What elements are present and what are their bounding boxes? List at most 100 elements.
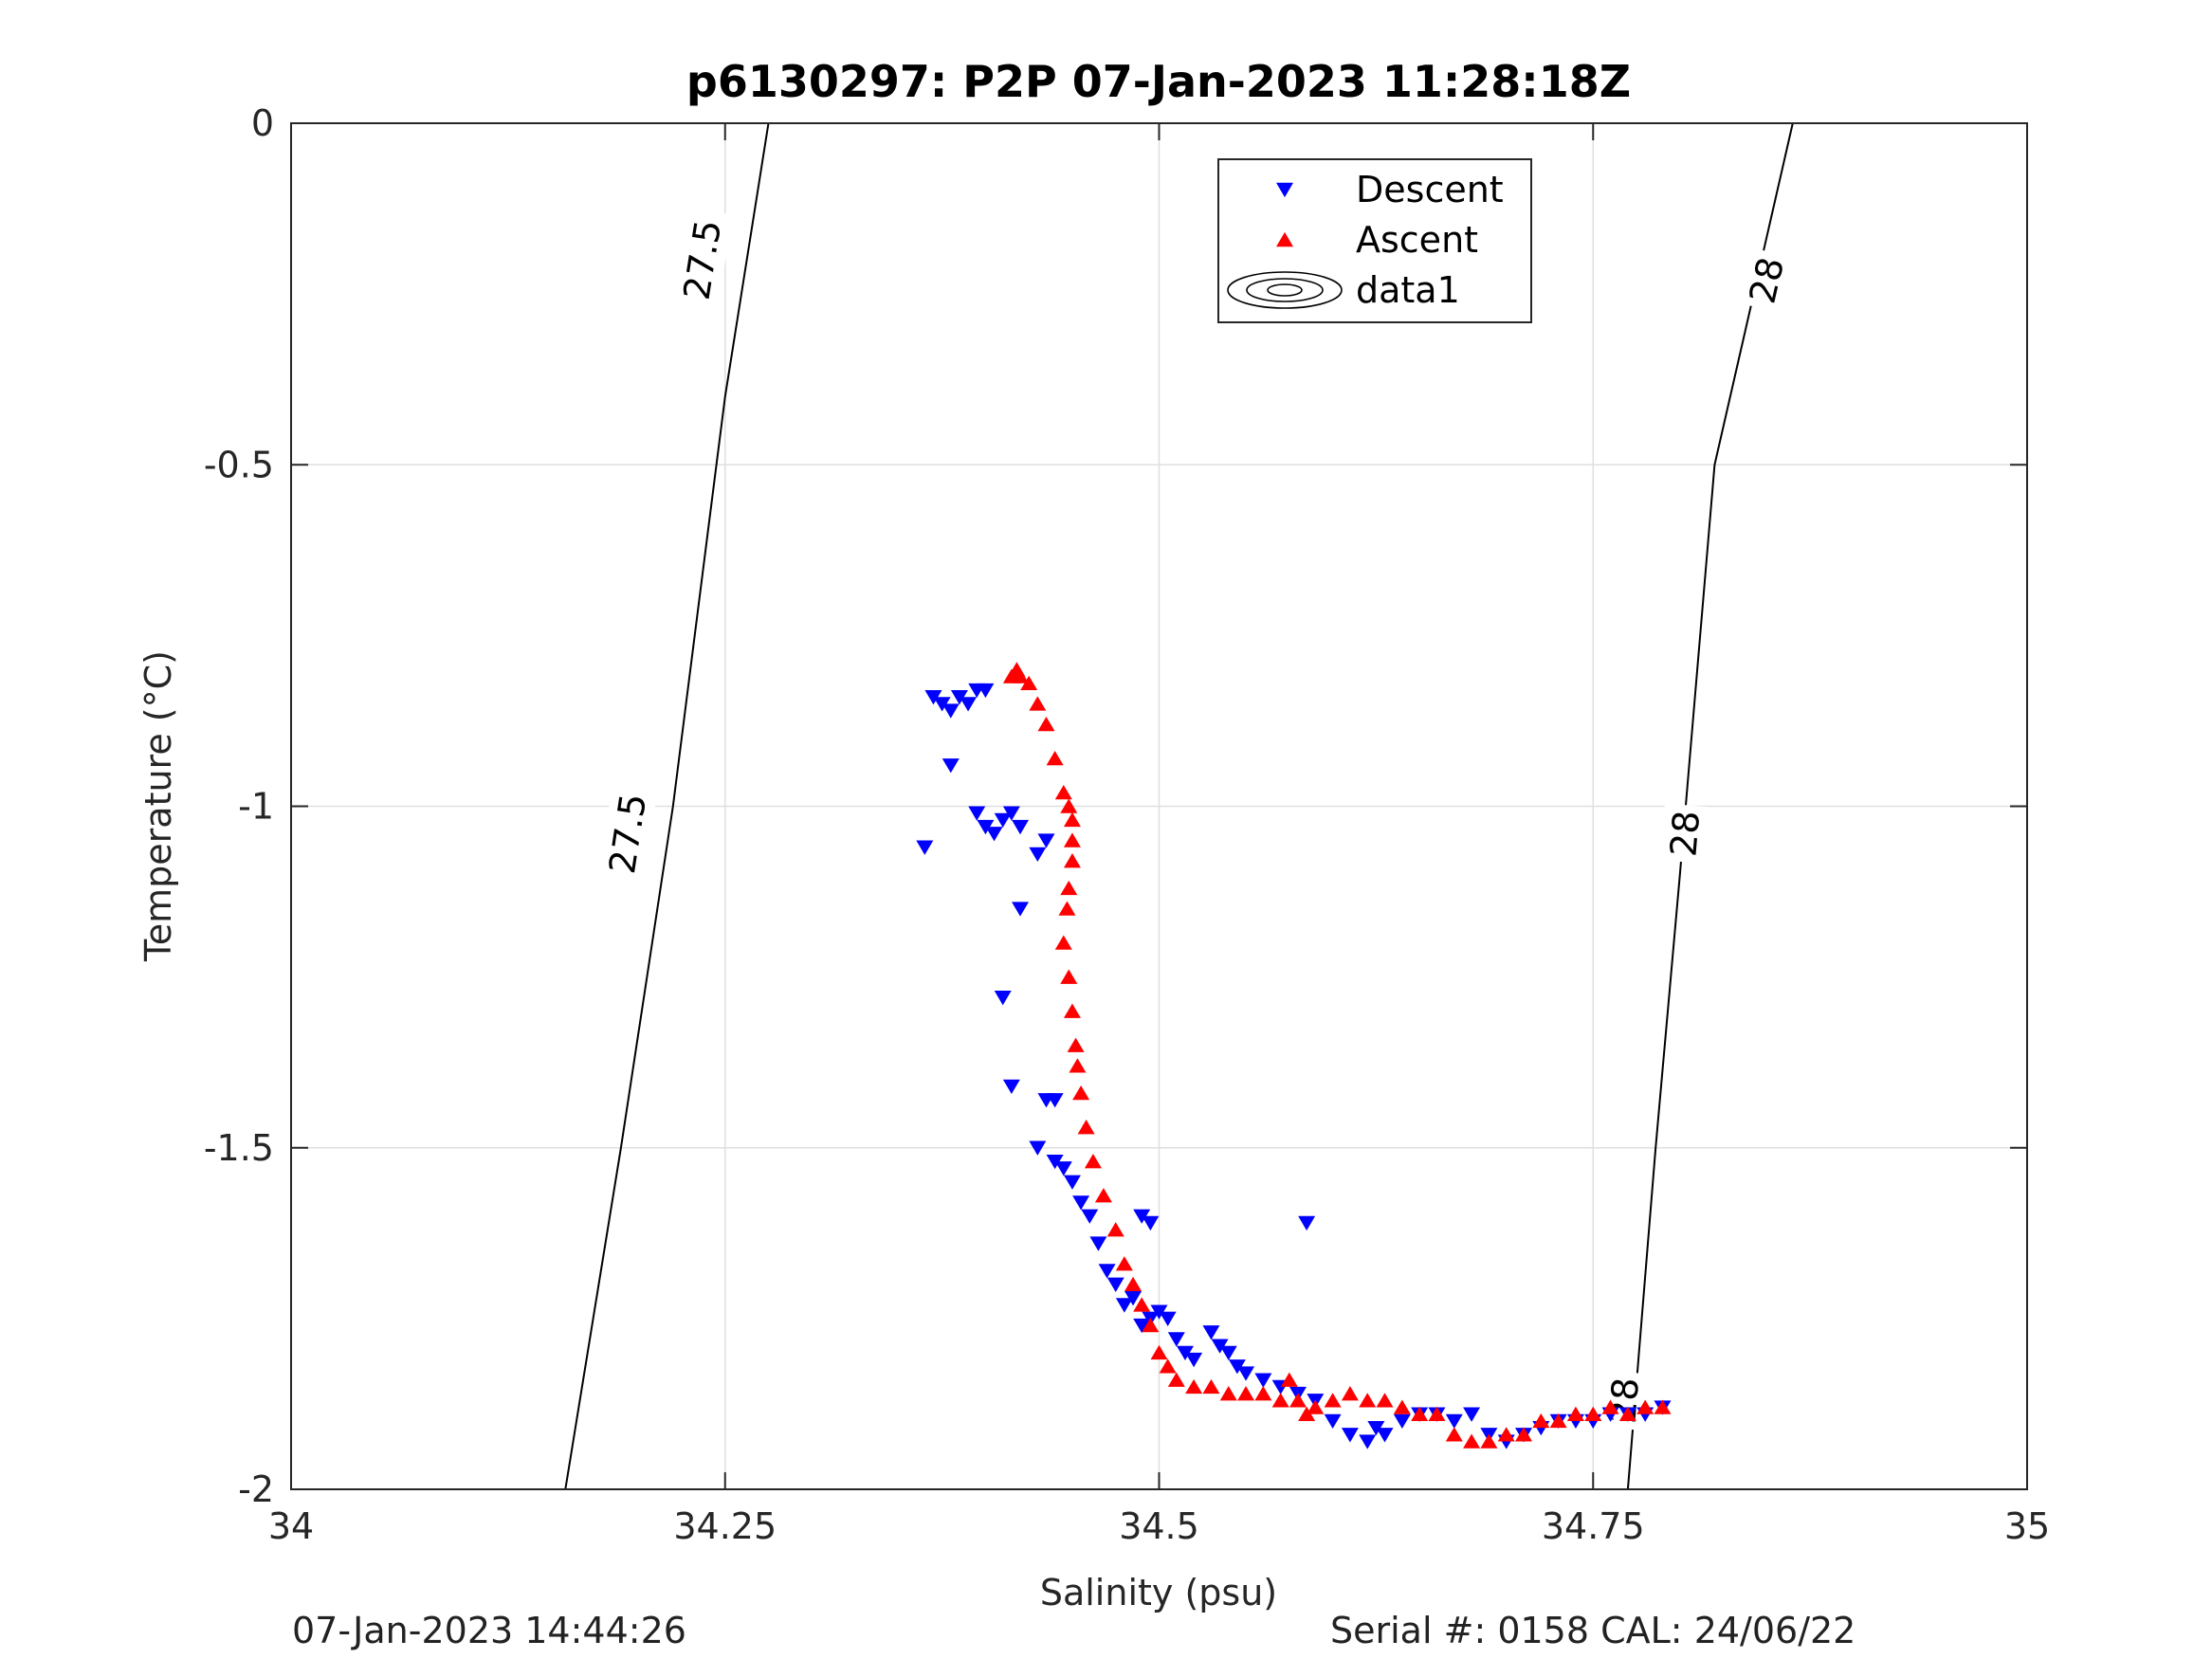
ascent-point (1037, 716, 1055, 732)
contour-label-gap (1738, 247, 1796, 314)
ascent-point (1063, 1003, 1081, 1018)
descent-point (1228, 1359, 1246, 1375)
descent-point (1359, 1434, 1377, 1449)
ascent-point (1307, 1399, 1325, 1414)
descent-point (1063, 1175, 1081, 1190)
y-axis-label: Temperature (°C) (137, 650, 179, 962)
contour-label-gap (597, 781, 658, 886)
x-tick-label: 35 (2004, 1505, 2050, 1547)
ascent-point (1063, 853, 1081, 868)
ascent-point (1054, 935, 1072, 950)
ascent-point (1069, 1058, 1087, 1073)
descent-point (1012, 819, 1030, 835)
ascent-point (1618, 1406, 1636, 1421)
descent-point (1324, 1413, 1342, 1430)
contour-label: 27.5 (672, 207, 733, 313)
ascent-point (1054, 784, 1072, 800)
ascent-point (1063, 811, 1081, 828)
ascent-point (1445, 1427, 1463, 1442)
descent-point (1046, 1154, 1064, 1170)
ascent-point (1324, 1393, 1342, 1408)
ascent-point (1067, 1037, 1085, 1052)
ascent-point (1150, 1344, 1168, 1360)
legend-descent-label: Descent (1356, 169, 1504, 210)
ascent-point (1058, 901, 1076, 916)
ascent-point (1046, 750, 1064, 766)
ascent-point (1029, 696, 1047, 711)
ascent-point (1549, 1413, 1567, 1429)
descent-point (994, 991, 1012, 1006)
descent-point (1254, 1373, 1272, 1388)
ascent-point (1237, 1386, 1255, 1401)
legend-data1-label: data1 (1356, 269, 1460, 311)
descent-point (1054, 1161, 1072, 1176)
x-tick-label: 34.25 (673, 1505, 777, 1547)
descent-point (1393, 1413, 1411, 1430)
y-tick-label: -1 (238, 786, 274, 828)
descent-point (941, 703, 960, 719)
y-tick-label: 0 (251, 102, 274, 144)
descent-point (1167, 1332, 1185, 1347)
ascent-point (1636, 1399, 1654, 1414)
descent-point (1029, 1140, 1047, 1156)
ascent-point (1289, 1393, 1307, 1408)
x-tick-label: 34.5 (1119, 1505, 1199, 1547)
descent-point (916, 840, 934, 855)
y-tick-label: -2 (238, 1468, 274, 1510)
ascent-point (1515, 1427, 1533, 1442)
descent-point (1098, 1264, 1116, 1279)
descent-point (1176, 1345, 1194, 1360)
descent-point (1115, 1298, 1133, 1313)
legend-contour-icon (1267, 283, 1303, 297)
ascent-point (1654, 1399, 1672, 1414)
descent-point (1046, 1093, 1064, 1108)
legend-ascent-marker (1276, 231, 1293, 247)
legend-contour-icon (1246, 278, 1324, 302)
ascent-point (1094, 1188, 1112, 1203)
descent-point (933, 697, 951, 712)
ascent-point (1060, 969, 1078, 984)
ascent-point (1124, 1276, 1143, 1292)
ascent-point (1532, 1413, 1550, 1429)
descent-point (1002, 806, 1020, 821)
descent-point (1237, 1366, 1255, 1381)
ascent-point (1480, 1433, 1498, 1449)
ascent-point (1298, 1406, 1316, 1421)
ascent-point (1584, 1406, 1602, 1421)
ascent-point (1219, 1386, 1237, 1401)
descent-point (950, 690, 968, 705)
descent-point (1367, 1420, 1385, 1436)
grid-lines (291, 123, 2027, 1489)
ascent-point (1063, 832, 1081, 848)
x-tick-label: 34 (268, 1505, 314, 1547)
footer-serial-cal: Serial #: 0158 CAL: 24/06/22 (1330, 1610, 1856, 1651)
contour-line (564, 122, 770, 1490)
descent-point (985, 827, 1003, 842)
ascent-point (1106, 1222, 1124, 1237)
descent-point (977, 683, 995, 699)
contour-label-text: 28 (1742, 253, 1793, 307)
descent-point (1081, 1209, 1099, 1224)
legend: Descent Ascent data1 (1217, 158, 1532, 323)
ascent-point (1497, 1427, 1515, 1442)
ascent-point (1280, 1372, 1298, 1387)
ascent-point (1012, 668, 1030, 684)
descent-point (1133, 1209, 1151, 1224)
ascent-point (1601, 1399, 1619, 1414)
data-series (916, 662, 1672, 1449)
ascent-point (1185, 1378, 1203, 1395)
descent-point (968, 806, 986, 821)
ascent-point (1376, 1393, 1394, 1408)
ascent-point (1072, 1085, 1090, 1101)
descent-point (1072, 1195, 1090, 1211)
ascent-point (1341, 1386, 1359, 1401)
contour-label-gap (672, 207, 733, 313)
legend-contour-icon (1227, 271, 1343, 309)
descent-point (1124, 1291, 1143, 1306)
ascent-point (1060, 798, 1078, 813)
ascent-point (1271, 1393, 1289, 1408)
ascent-point (1428, 1406, 1446, 1421)
legend-descent-marker (1276, 182, 1293, 198)
ascent-point (1142, 1317, 1160, 1333)
